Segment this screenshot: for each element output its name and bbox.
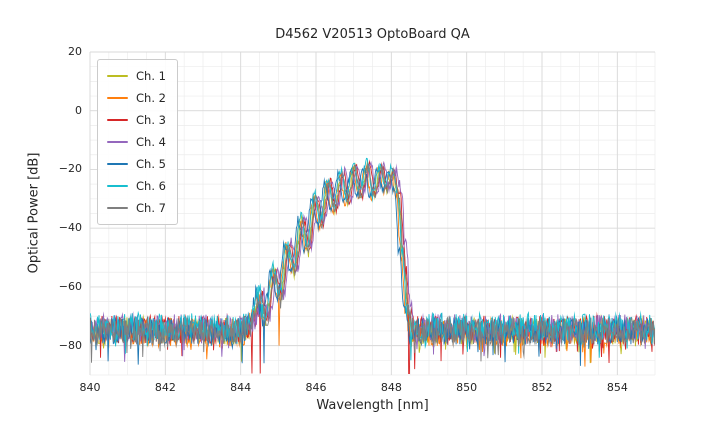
x-tick-label: 850 <box>456 381 478 394</box>
legend-item: Ch. 4 <box>107 131 166 153</box>
legend-item: Ch. 5 <box>107 153 166 175</box>
legend-item: Ch. 1 <box>107 65 166 87</box>
x-tick-label: 842 <box>154 381 176 394</box>
y-tick-label: 0 <box>75 103 82 117</box>
legend-line-swatch <box>107 163 128 165</box>
x-tick-label: 852 <box>531 381 553 394</box>
x-tick-label: 846 <box>305 381 327 394</box>
y-tick-label: −60 <box>58 279 82 293</box>
legend-label: Ch. 5 <box>136 157 166 171</box>
legend-label: Ch. 4 <box>136 135 166 149</box>
legend-line-swatch <box>107 75 128 77</box>
legend-label: Ch. 7 <box>136 201 166 215</box>
x-tick-label: 844 <box>230 381 252 394</box>
legend-line-swatch <box>107 97 128 99</box>
legend-label: Ch. 2 <box>136 91 166 105</box>
y-tick-label: −40 <box>58 221 82 235</box>
legend-line-swatch <box>107 119 128 121</box>
chart-title: D4562 V20513 OptoBoard QA <box>275 27 470 42</box>
legend: Ch. 1 Ch. 2 Ch. 3 Ch. 4 Ch. 5 Ch. 6 Ch. 7 <box>97 59 178 225</box>
legend-item: Ch. 7 <box>107 197 166 219</box>
legend-label: Ch. 1 <box>136 69 166 83</box>
y-tick-label: 20 <box>68 45 82 58</box>
legend-line-swatch <box>107 185 128 187</box>
x-tick-label: 840 <box>79 381 101 394</box>
legend-label: Ch. 6 <box>136 179 166 193</box>
legend-item: Ch. 3 <box>107 109 166 131</box>
x-axis-label: Wavelength [nm] <box>316 398 429 413</box>
x-tick-label: 854 <box>606 381 628 394</box>
x-tick-label: 848 <box>380 381 402 394</box>
y-tick-label: −80 <box>58 338 82 352</box>
legend-item: Ch. 6 <box>107 175 166 197</box>
legend-item: Ch. 2 <box>107 87 166 109</box>
legend-line-swatch <box>107 207 128 209</box>
y-tick-label: −20 <box>58 162 82 176</box>
legend-label: Ch. 3 <box>136 113 166 127</box>
legend-line-swatch <box>107 141 128 143</box>
